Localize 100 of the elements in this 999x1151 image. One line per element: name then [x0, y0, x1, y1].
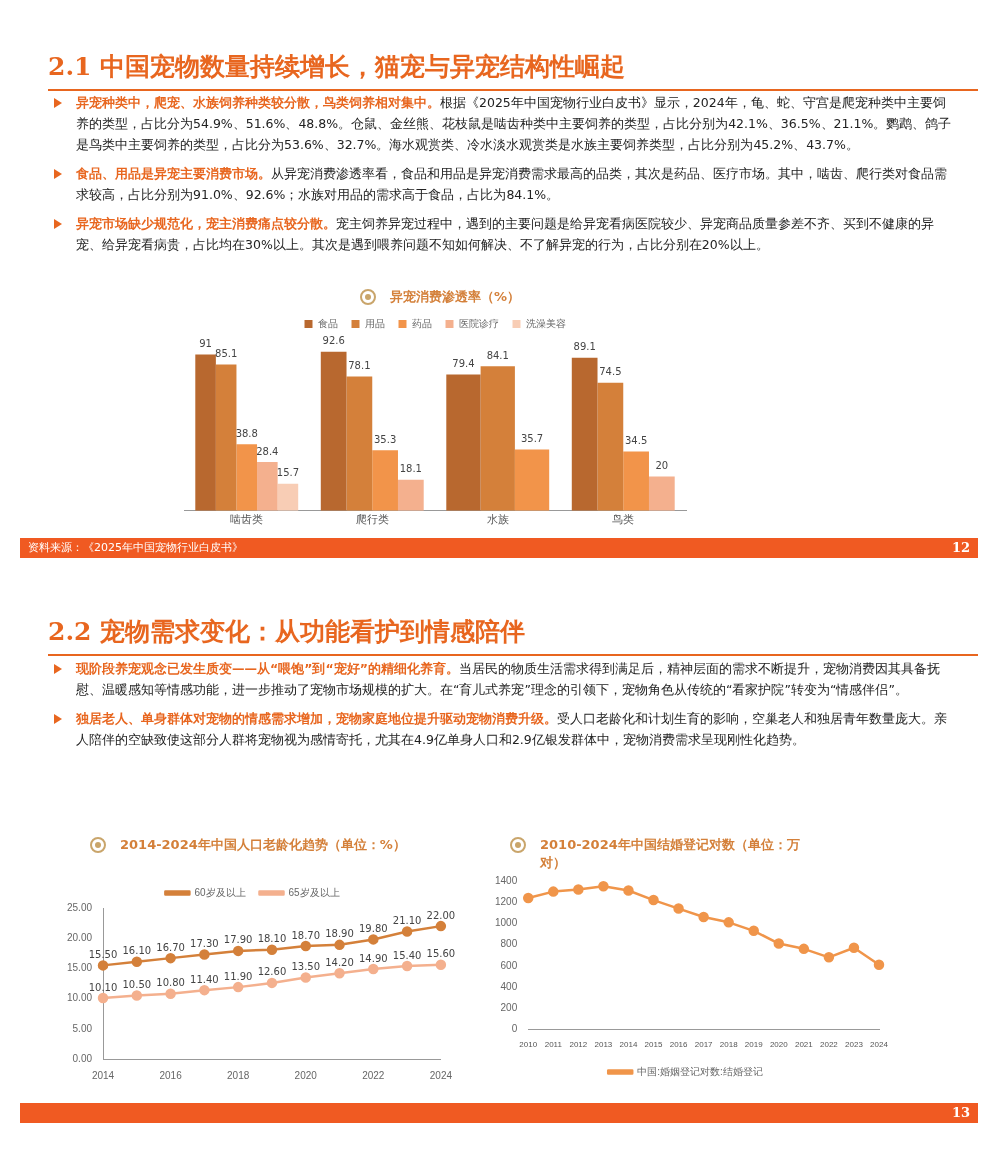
point [623, 885, 634, 896]
text: 12 [951, 539, 970, 557]
x-tick-label: 2022 [362, 1069, 385, 1081]
point [334, 939, 345, 951]
text: 现阶段养宠观念已发生质变——从“喂饱”到“宠好”的精细化养育。当居民的物质生活需求得到满足后，精神层面的需求不断提升，宠物消费因其具备抚慰、温暖感知等情感功能，进一步推动了宠物市场规模的扩大。在“育儿式养宠”理念的引领下，宠物角色从传统的“看家护院”转变为“情感伴侣”。 [74, 660, 941, 699]
chart-title: 2010-2024年中国结婚登记对数（单位：万对） [540, 836, 801, 872]
legend-label: 用品 [364, 317, 385, 329]
x-tick-label: 2022 [819, 1040, 839, 1050]
data-label: 12.60 [257, 966, 287, 978]
data-label: 85.1 [215, 348, 238, 360]
data-label: 74.5 [599, 366, 622, 378]
x-tick-label: 2019 [744, 1040, 764, 1050]
point [165, 988, 176, 1000]
data-label: 16.70 [156, 941, 185, 953]
data-label: 16.10 [122, 945, 152, 957]
data-label: 11.90 [223, 970, 253, 982]
x-tick-label: 2023 [845, 1040, 864, 1050]
y-tick-label: 25.00 [66, 901, 93, 913]
data-label: 18.1 [399, 463, 422, 475]
data-label: 11.40 [190, 973, 219, 985]
y-tick-label: 200 [500, 1001, 518, 1013]
point [673, 903, 684, 914]
point [199, 984, 210, 996]
x-tick-label: 2020 [294, 1069, 318, 1081]
data-label: 79.4 [452, 357, 475, 369]
legend-label: 洗澡美容 [525, 317, 566, 329]
data-label: 19.80 [358, 923, 388, 934]
data-label: 22.00 [426, 909, 456, 921]
point [232, 945, 244, 957]
x-tick-label: 2016 [159, 1069, 183, 1081]
point [723, 917, 734, 928]
point [368, 934, 379, 945]
data-label: 84.1 [486, 349, 509, 361]
y-tick-label: 1400 [495, 874, 518, 886]
chart-title: 异宠消费渗透率（%） [390, 288, 521, 306]
y-tick-label: 800 [500, 938, 518, 950]
legend-label: 药品 [411, 317, 432, 329]
point [435, 959, 447, 971]
y-tick-label: 5.00 [72, 1022, 93, 1034]
point [232, 981, 244, 993]
legend-label: 60岁及以上 [194, 886, 246, 898]
y-tick-label: 1000 [495, 917, 518, 929]
x-tick-label: 2014 [619, 1040, 638, 1050]
y-tick-label: 1200 [495, 895, 518, 907]
x-tick-label: 2012 [569, 1040, 588, 1050]
x-tick-label: 2011 [544, 1040, 563, 1050]
point [848, 942, 860, 954]
y-tick-label: 0 [511, 1023, 518, 1035]
point [334, 967, 345, 979]
data-label: 18.10 [257, 933, 287, 945]
point [97, 992, 109, 1004]
x-tick-label: 2015 [644, 1040, 663, 1050]
y-tick-label: 15.00 [66, 962, 93, 974]
point [648, 894, 659, 906]
point [300, 940, 311, 952]
point [798, 943, 810, 955]
point [401, 960, 413, 972]
data-label: 14.20 [325, 956, 354, 968]
text: 资料来源：《2025年中国宠物行业白皮书》 [28, 540, 243, 556]
point [823, 952, 835, 963]
point [401, 926, 413, 937]
point [165, 952, 176, 964]
y-tick-label: 10.00 [66, 992, 93, 1004]
data-label: 15.60 [426, 948, 456, 960]
y-tick-label: 0.00 [72, 1052, 93, 1064]
x-tick-label: 2014 [91, 1069, 115, 1081]
x-tick-label: 2016 [669, 1040, 689, 1050]
point [698, 911, 709, 923]
x-tick-label: 啮齿类 [230, 513, 264, 526]
x-tick-label: 2010 [519, 1040, 538, 1050]
data-label: 17.90 [223, 934, 253, 946]
text: 异宠市场缺少规范化，宠主消费痛点较分散。宠主饲养异宠过程中，遇到的主要问题是给异宠看病医院较少、异宠商品质量参差不齐、买到不健康的异宠、给异宠看病贵，占比均在30%以上。其次是遇到喂养问题不知如何解决、不了解异宠的行为，占比分别在20%以上。 [75, 215, 935, 254]
text: 2.2 宠物需求变化：从功能看护到情感陪伴 [48, 615, 978, 656]
data-label: 15.40 [392, 949, 422, 961]
data-label: 13.50 [291, 961, 321, 973]
data-label: 92.6 [322, 335, 345, 347]
data-label: 28.4 [256, 445, 279, 457]
point [131, 990, 143, 1001]
point [368, 963, 379, 975]
x-tick-label: 2018 [227, 1069, 250, 1081]
legend-label: 中国:婚姻登记对数:结婚登记 [637, 1065, 763, 1077]
x-tick-label: 2013 [594, 1040, 613, 1050]
data-label: 15.50 [88, 948, 118, 960]
point [873, 959, 885, 970]
data-label: 91 [199, 338, 212, 350]
data-label: 18.70 [291, 929, 321, 941]
data-label: 17.30 [190, 938, 219, 950]
data-label: 14.90 [358, 952, 388, 964]
x-tick-label: 鸟类 [612, 513, 635, 526]
point [773, 938, 785, 949]
text: 2.1 中国宠物数量持续增长，猫宠与异宠结构性崛起 [48, 50, 978, 91]
point [435, 920, 447, 932]
x-tick-label: 爬行类 [355, 513, 389, 526]
data-label: 38.8 [235, 427, 258, 439]
y-tick-label: 600 [500, 959, 518, 971]
text: 13 [951, 1104, 970, 1122]
x-tick-label: 2017 [694, 1040, 714, 1050]
text: 食品、用品是异宠主要消费市场。从异宠消费渗透率看，食品和用品是异宠消费需求最高的品类，其次是药品、医疗市场。其中，啮齿、爬行类对食品需求较高，占比分别为91.0%、92.6%；水族对用品的需求高于食品，占比为84.1%。 [75, 165, 948, 204]
data-label: 10.50 [122, 979, 152, 991]
point [548, 886, 559, 897]
